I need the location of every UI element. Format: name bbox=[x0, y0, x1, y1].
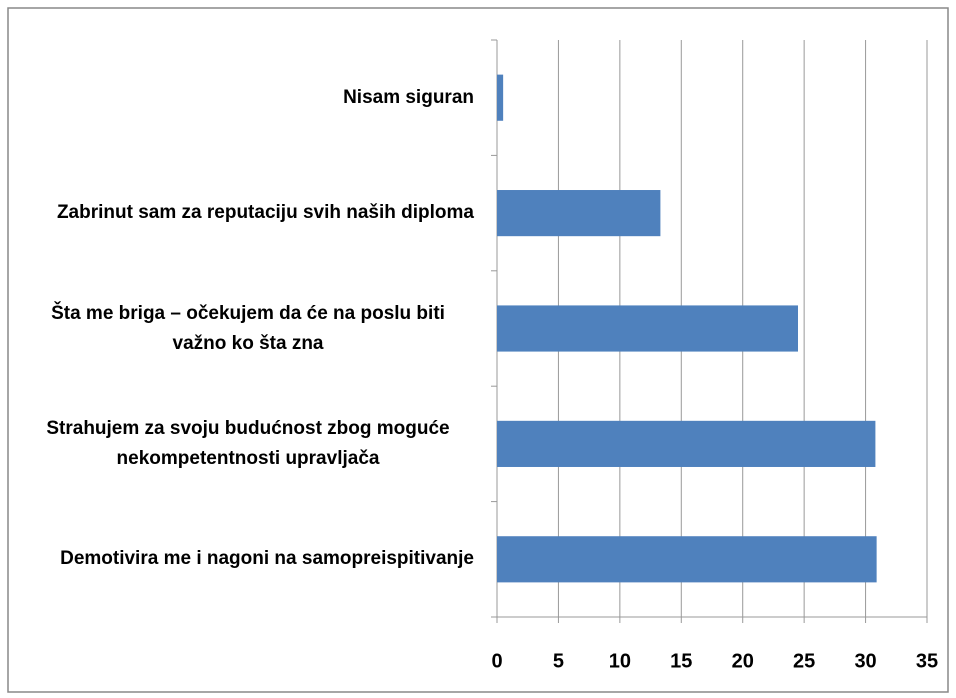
x-tick-label: 10 bbox=[609, 650, 631, 672]
bar bbox=[497, 305, 798, 352]
x-tick-label: 20 bbox=[732, 650, 754, 672]
bar bbox=[497, 536, 877, 583]
x-tick-label: 35 bbox=[916, 650, 938, 672]
x-tick-label: 30 bbox=[854, 650, 876, 672]
category-label: Nisam siguran bbox=[343, 83, 474, 113]
frame bbox=[7, 7, 949, 693]
category-text: Šta me briga – očekujem da će na poslu b… bbox=[51, 302, 445, 354]
x-tick-label: 15 bbox=[670, 650, 692, 672]
bar bbox=[497, 74, 504, 121]
x-tick-label: 5 bbox=[553, 650, 564, 672]
category-label: Zabrinut sam za reputaciju svih naših di… bbox=[57, 198, 474, 228]
category-text: Demotivira me i nagoni na samopreispitiv… bbox=[60, 548, 474, 570]
category-text: Strahujem za svoju budućnost zbog moguće… bbox=[46, 417, 450, 469]
x-tick-label: 25 bbox=[793, 650, 815, 672]
category-text: Zabrinut sam za reputaciju svih naših di… bbox=[56, 202, 474, 224]
bar bbox=[497, 420, 876, 467]
category-label: Strahujem za svoju budućnost zbog moguće… bbox=[22, 414, 474, 474]
x-tick-label: 0 bbox=[491, 650, 502, 672]
category-text: Nisam siguran bbox=[343, 86, 474, 108]
category-label: Demotivira me i nagoni na samopreispitiv… bbox=[60, 544, 474, 574]
bar bbox=[497, 190, 661, 237]
category-label: Šta me briga – očekujem da će na poslu b… bbox=[22, 299, 474, 359]
